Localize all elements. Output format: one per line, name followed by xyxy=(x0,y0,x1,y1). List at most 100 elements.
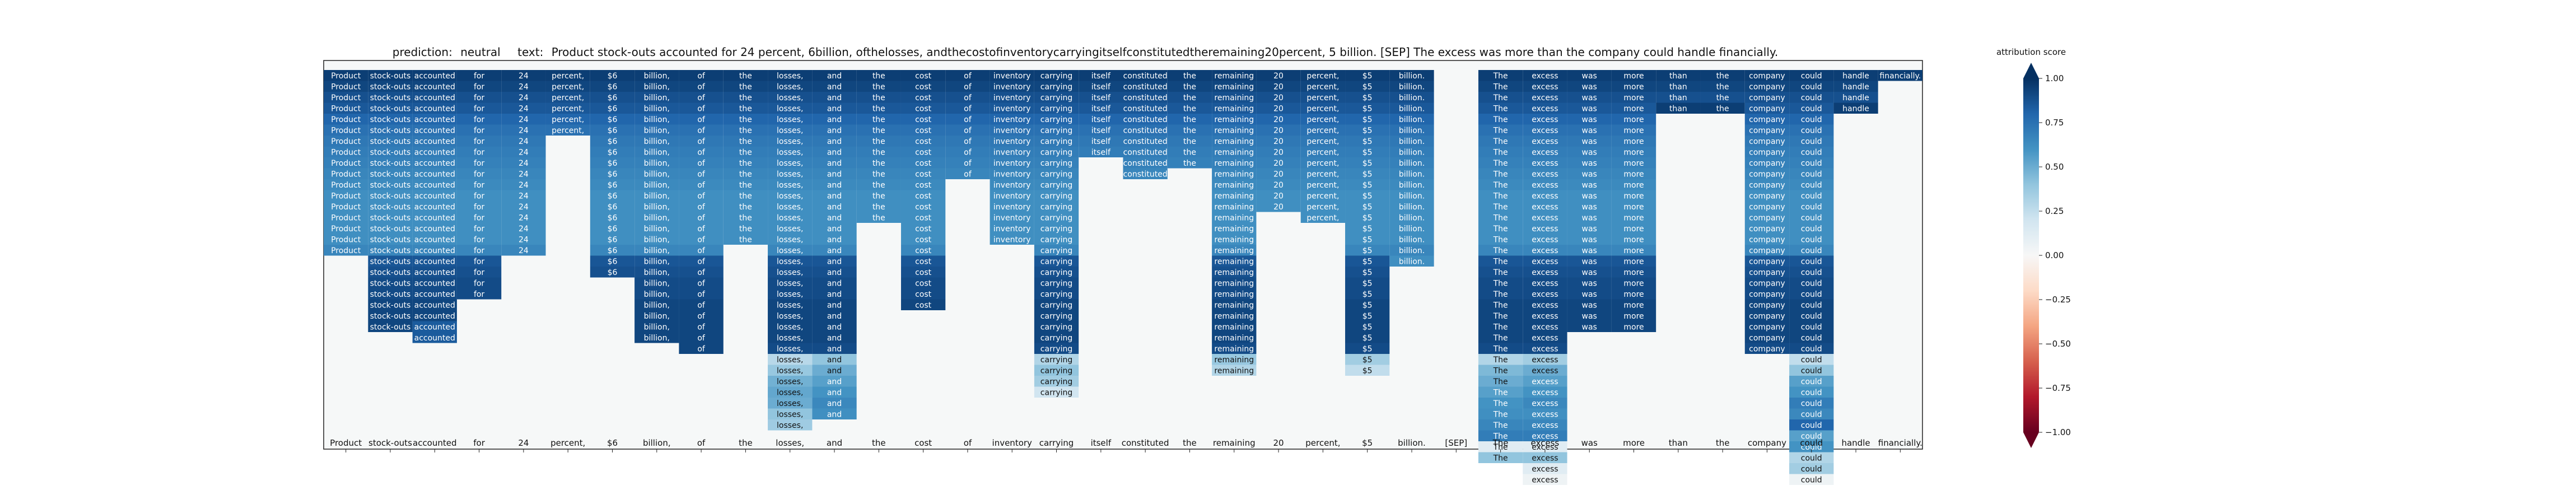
heatmap-cell-label: losses, xyxy=(777,421,803,430)
heatmap-cell-label: billion, xyxy=(644,115,670,124)
heatmap-cells: ProductProductProductProductProductProdu… xyxy=(324,70,1922,485)
heatmap-cell xyxy=(1523,168,1567,179)
heatmap-cell xyxy=(945,157,990,169)
heatmap-cell xyxy=(1611,201,1656,212)
heatmap-cell-label: inventory xyxy=(993,181,1031,190)
heatmap-cell xyxy=(456,267,502,278)
heatmap-cell-label: billion. xyxy=(1399,72,1425,81)
heatmap-cell-label: could xyxy=(1801,421,1822,430)
heatmap-cell-label: the xyxy=(1183,137,1196,146)
heatmap-cell-label: cost xyxy=(915,170,932,179)
heatmap-cell xyxy=(1567,277,1612,288)
heatmap-cell xyxy=(1478,212,1523,223)
heatmap-cell-label: carrying xyxy=(1040,94,1072,102)
heatmap-cell xyxy=(1256,179,1301,190)
heatmap-cell xyxy=(1345,288,1390,300)
heatmap-cell xyxy=(1300,190,1346,201)
heatmap-cell xyxy=(501,70,546,81)
heatmap-cell xyxy=(1523,245,1567,256)
heatmap-cell-label: could xyxy=(1801,465,1822,474)
heatmap-cell-label: for xyxy=(474,137,484,146)
heatmap-cell xyxy=(1389,114,1434,125)
heatmap-cell xyxy=(1034,81,1079,92)
heatmap-cell xyxy=(856,201,901,212)
heatmap-cell xyxy=(1212,157,1257,169)
heatmap-cell xyxy=(412,267,457,278)
heatmap-cell xyxy=(1167,124,1212,136)
heatmap-cell-label: cost xyxy=(915,126,932,135)
heatmap-cell xyxy=(412,212,457,223)
heatmap-cell xyxy=(768,245,813,256)
heatmap-cell-label: losses, xyxy=(777,213,803,222)
heatmap-cell-label: constituted xyxy=(1123,104,1168,113)
heatmap-cell-label: remaining xyxy=(1214,257,1254,266)
heatmap-cell xyxy=(1212,92,1257,103)
heatmap-cell xyxy=(1167,157,1212,169)
heatmap-cell xyxy=(324,102,368,114)
heatmap-cell-label: losses, xyxy=(777,72,803,81)
heatmap-cell xyxy=(1034,267,1079,278)
heatmap-cell-label: billion. xyxy=(1399,126,1425,135)
heatmap-cell xyxy=(1789,354,1834,365)
heatmap-cell-label: percent, xyxy=(1306,126,1339,135)
heatmap-cell xyxy=(1878,70,1922,81)
colorbar-tick-label: −1.00 xyxy=(2045,427,2071,437)
heatmap-cell xyxy=(1389,245,1434,256)
heatmap-cell-label: accounted xyxy=(414,301,455,310)
heatmap-cell xyxy=(1611,245,1656,256)
heatmap-cell xyxy=(1123,146,1168,157)
heatmap-cell xyxy=(1034,354,1079,365)
heatmap-cell xyxy=(768,114,813,125)
heatmap-cell xyxy=(368,310,413,321)
heatmap-cell-label: the xyxy=(1183,94,1196,102)
heatmap-cell xyxy=(1478,190,1523,201)
heatmap-cell xyxy=(1611,321,1656,332)
heatmap-cell xyxy=(812,81,857,92)
heatmap-cell-label: carrying xyxy=(1040,72,1072,81)
heatmap-cell xyxy=(1789,310,1834,321)
heatmap-cell-label: and xyxy=(827,170,842,179)
heatmap-cell-label: $5 xyxy=(1362,225,1373,234)
heatmap-cell xyxy=(1345,365,1390,376)
heatmap-cell xyxy=(501,102,546,114)
heatmap-cell-label: billion. xyxy=(1399,115,1425,124)
heatmap-cell xyxy=(1611,212,1656,223)
heatmap-cell xyxy=(723,124,768,136)
heatmap-cell-label: 24 xyxy=(519,115,529,124)
heatmap-cell-label: more xyxy=(1623,246,1644,255)
heatmap-cell-label: the xyxy=(739,181,752,190)
heatmap-cell xyxy=(1523,190,1567,201)
heatmap-cell xyxy=(1744,212,1790,223)
heatmap-cell-label: percent, xyxy=(1306,213,1339,222)
heatmap-cell-label: carrying xyxy=(1040,388,1072,397)
heatmap-cell xyxy=(412,81,457,92)
x-tick-label: for xyxy=(473,438,485,448)
heatmap-cell-label: remaining xyxy=(1214,246,1254,255)
heatmap-cell xyxy=(1034,157,1079,169)
heatmap-cell-label: carrying xyxy=(1040,235,1072,244)
heatmap-cell-label: inventory xyxy=(993,170,1031,179)
heatmap-cell-label: inventory xyxy=(993,104,1031,113)
heatmap-cell xyxy=(412,277,457,288)
heatmap-cell xyxy=(1212,245,1257,256)
heatmap-cell-label: remaining xyxy=(1214,366,1254,375)
heatmap-cell xyxy=(1389,81,1434,92)
heatmap-cell xyxy=(1744,343,1790,354)
heatmap-cell-label: losses, xyxy=(777,257,803,266)
heatmap-cell-label: The xyxy=(1493,246,1508,255)
heatmap-cell xyxy=(368,146,413,157)
heatmap-cell xyxy=(1256,102,1301,114)
heatmap-cell xyxy=(1300,114,1346,125)
colorbar-label: attribution score xyxy=(1996,47,2066,57)
heatmap-cell-label: and xyxy=(827,137,842,146)
heatmap-cell-label: The xyxy=(1493,115,1508,124)
heatmap-cell-label: was xyxy=(1582,268,1597,277)
heatmap-cell-label: carrying xyxy=(1040,312,1072,321)
heatmap-cell-label: inventory xyxy=(993,126,1031,135)
heatmap-cell-label: $5 xyxy=(1362,170,1373,179)
heatmap-cell xyxy=(1034,310,1079,321)
heatmap-cell-label: billion, xyxy=(644,148,670,157)
heatmap-cell-label: company xyxy=(1749,137,1785,146)
heatmap-cell-label: Product xyxy=(331,82,361,91)
x-tick-label: Product xyxy=(330,438,362,448)
